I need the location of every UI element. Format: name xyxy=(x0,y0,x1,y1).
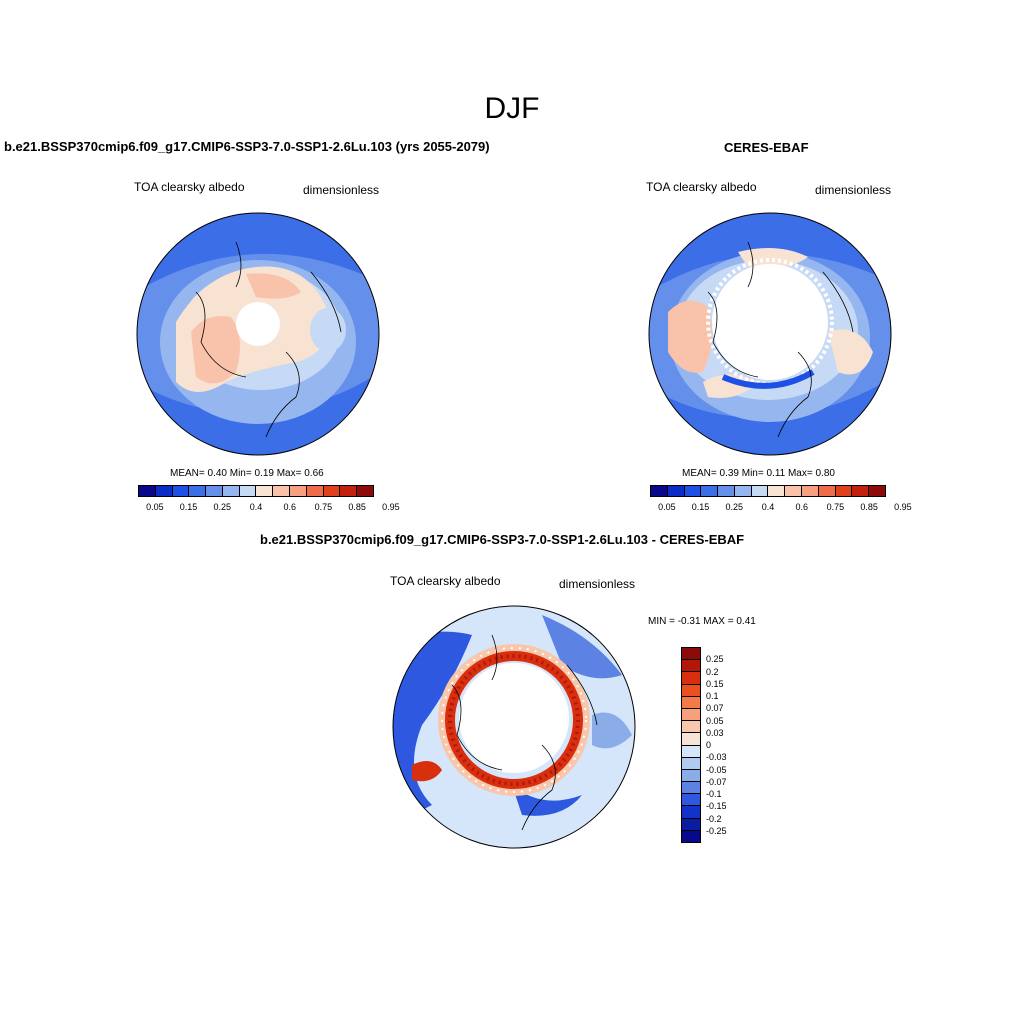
panel3-stats: MIN = -0.31 MAX = 0.41 xyxy=(648,616,756,627)
colorbar-swatch xyxy=(818,486,836,496)
colorbar-swatch xyxy=(172,486,190,496)
panel1-polar-map xyxy=(136,212,380,456)
colorbar-swatch xyxy=(357,486,373,496)
panel1-variable-label: TOA clearsky albedo xyxy=(134,180,245,194)
panel3-variable-label: TOA clearsky albedo xyxy=(390,574,501,588)
colorbar-tick-label: 0.25 xyxy=(725,502,744,512)
colorbar-tick-label: 0.4 xyxy=(761,502,775,512)
colorbar-swatch xyxy=(869,486,885,496)
panel3-polar-map xyxy=(392,605,636,849)
colorbar-swatch xyxy=(718,486,735,496)
panel1-units-label: dimensionless xyxy=(303,183,380,197)
panel1-stats: MEAN= 0.40 Min= 0.19 Max= 0.66 xyxy=(170,468,324,479)
panel3-colorbar xyxy=(681,647,701,843)
colorbar-swatch xyxy=(682,794,700,807)
colorbar-tick-label: 0.07 xyxy=(706,703,724,714)
colorbar-swatch xyxy=(701,486,719,496)
panel1-colorbar-ticks: 0.05 0.15 0.25 0.4 0.6 0.75 0.85 0.95 xyxy=(138,502,400,514)
colorbar-swatch xyxy=(802,486,819,496)
colorbar-swatch xyxy=(206,486,223,496)
colorbar-tick-label: 0.05 xyxy=(658,502,676,512)
panel1-colorbar xyxy=(138,485,374,497)
panel3-title: b.e21.BSSP370cmip6.f09_g17.CMIP6-SSP3-7.… xyxy=(260,532,745,547)
colorbar-swatch xyxy=(306,486,324,496)
colorbar-swatch xyxy=(785,486,803,496)
colorbar-swatch xyxy=(682,708,700,722)
panel2-units-label: dimensionless xyxy=(815,183,892,197)
colorbar-tick-label: -0.25 xyxy=(706,825,727,836)
colorbar-swatch xyxy=(682,721,700,734)
colorbar-swatch xyxy=(768,486,786,496)
colorbar-swatch xyxy=(682,769,700,783)
panel3-units-label: dimensionless xyxy=(559,577,636,591)
colorbar-swatch xyxy=(139,486,156,496)
colorbar-swatch xyxy=(682,830,700,842)
colorbar-swatch xyxy=(852,486,870,496)
colorbar-tick-label: -0.1 xyxy=(706,789,722,799)
colorbar-swatch xyxy=(256,486,274,496)
colorbar-swatch xyxy=(682,696,700,709)
colorbar-swatch xyxy=(667,486,685,496)
colorbar-tick-label: 0.95 xyxy=(894,502,912,512)
colorbar-tick-label: 0.6 xyxy=(795,502,808,512)
colorbar-tick-label: 0.03 xyxy=(706,727,724,738)
colorbar-tick-label: 0.15 xyxy=(179,502,198,512)
colorbar-tick-label: 0.2 xyxy=(706,666,719,677)
colorbar-swatch xyxy=(323,486,341,496)
colorbar-tick-label: 0.6 xyxy=(283,502,296,512)
colorbar-swatch xyxy=(751,486,769,496)
colorbar-tick-label: -0.2 xyxy=(706,813,722,824)
colorbar-tick-label: 0.25 xyxy=(213,502,232,512)
colorbar-swatch xyxy=(273,486,291,496)
colorbar-swatch xyxy=(222,486,240,496)
panel2-colorbar xyxy=(650,485,886,497)
colorbar-tick-label: 0.85 xyxy=(860,502,878,512)
colorbar-tick-label: 0.15 xyxy=(691,502,710,512)
colorbar-tick-label: 0.4 xyxy=(249,502,263,512)
colorbar-swatch xyxy=(684,486,702,496)
panel2-stats: MEAN= 0.39 Min= 0.11 Max= 0.80 xyxy=(682,468,835,479)
panel2-title: CERES-EBAF xyxy=(724,140,809,155)
colorbar-tick-label: -0.07 xyxy=(706,776,727,787)
colorbar-tick-label: 0.95 xyxy=(382,502,400,512)
colorbar-swatch xyxy=(682,684,700,697)
colorbar-swatch xyxy=(682,672,700,685)
colorbar-tick-label: -0.03 xyxy=(706,752,727,763)
colorbar-swatch xyxy=(682,745,700,758)
colorbar-tick-label: 0.85 xyxy=(348,502,366,512)
colorbar-tick-label: 0.05 xyxy=(706,715,724,726)
season-title: DJF xyxy=(484,92,540,125)
colorbar-swatch xyxy=(290,486,307,496)
colorbar-swatch xyxy=(682,660,700,673)
colorbar-tick-label: 0.25 xyxy=(706,654,724,665)
panel2-colorbar-ticks: 0.05 0.15 0.25 0.4 0.6 0.75 0.85 0.95 xyxy=(650,502,912,514)
colorbar-swatch xyxy=(651,486,668,496)
colorbar-tick-label: 0.75 xyxy=(314,502,333,512)
panel1-title: b.e21.BSSP370cmip6.f09_g17.CMIP6-SSP3-7.… xyxy=(4,139,490,154)
colorbar-tick-label: 0.05 xyxy=(146,502,164,512)
colorbar-swatch xyxy=(682,648,700,661)
colorbar-swatch xyxy=(340,486,358,496)
colorbar-swatch xyxy=(682,818,700,831)
colorbar-swatch xyxy=(682,757,700,770)
colorbar-swatch xyxy=(155,486,173,496)
colorbar-tick-label: 0.15 xyxy=(706,678,724,689)
colorbar-swatch xyxy=(239,486,257,496)
panel3-colorbar-ticks: 0.25 0.2 0.15 0.1 0.07 0.05 0.03 0 -0.03 -0.05 -0.… xyxy=(706,647,746,843)
colorbar-tick-label: 0.75 xyxy=(826,502,845,512)
colorbar-swatch xyxy=(835,486,853,496)
panel2-variable-label: TOA clearsky albedo xyxy=(646,180,757,194)
colorbar-tick-label: -0.05 xyxy=(706,764,727,775)
colorbar-swatch xyxy=(682,782,700,795)
colorbar-swatch xyxy=(734,486,752,496)
panel2-polar-map xyxy=(648,212,892,456)
colorbar-tick-label: 0 xyxy=(706,740,712,750)
colorbar-tick-label: -0.15 xyxy=(706,801,727,812)
colorbar-swatch xyxy=(682,806,700,819)
colorbar-swatch xyxy=(682,733,700,746)
colorbar-tick-label: 0.1 xyxy=(706,691,719,701)
colorbar-swatch xyxy=(189,486,207,496)
